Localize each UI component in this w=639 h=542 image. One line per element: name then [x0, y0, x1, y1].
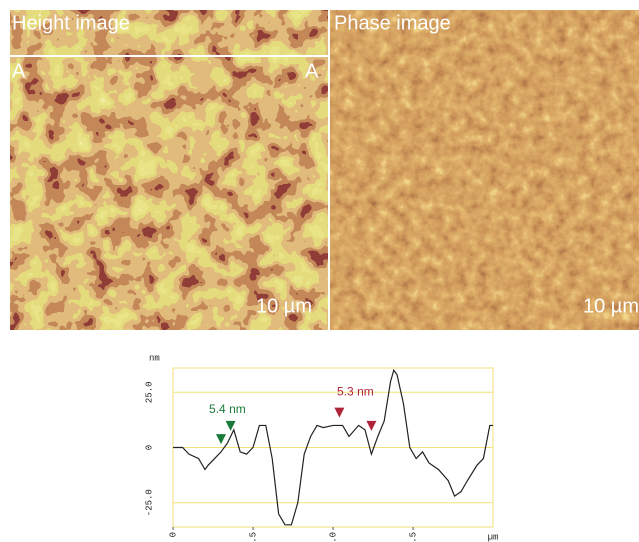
x-axis-label: µm [488, 532, 499, 542]
x-tick-label: 0 [168, 532, 178, 537]
x-tick-label: 5.0 [328, 532, 338, 542]
phase-image [330, 10, 639, 330]
image-title: Height image [12, 12, 130, 34]
scale-label: 10 µm [583, 295, 639, 317]
section-marker: A [305, 60, 319, 82]
y-tick-label: 0 [144, 445, 154, 450]
cursor-marker [216, 434, 226, 444]
scale-label: 10 µm [256, 295, 312, 317]
x-tick-label: 7.5 [408, 532, 418, 542]
height-image [10, 10, 328, 330]
cursor-marker [334, 408, 344, 418]
annotation: 5.3 nm [337, 384, 374, 398]
y-tick-label: -25.0 [144, 489, 154, 516]
y-tick-label: 25.0 [144, 381, 154, 403]
annotation: 5.4 nm [209, 402, 246, 416]
figure: Height image Phase image A A 10 µm 10 µm… [0, 0, 639, 542]
y-axis-label: nm [149, 353, 160, 363]
x-tick-label: 2.5 [248, 532, 258, 542]
page: {"images": {"height_title": "Height imag… [0, 0, 639, 542]
profile-chart: 25.0 0 -25.0 0 2.5 5.0 7.5 µm nm 5.4 nm 5.3 nm [144, 353, 498, 542]
image-title: Phase image [334, 12, 451, 34]
cursor-marker [366, 421, 376, 431]
section-marker: A [12, 60, 26, 82]
